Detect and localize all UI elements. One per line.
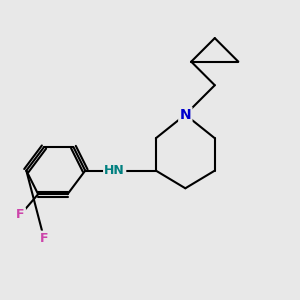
Text: F: F: [16, 208, 25, 221]
Text: F: F: [40, 232, 48, 245]
Text: N: N: [179, 108, 191, 122]
Text: HN: HN: [104, 164, 125, 177]
